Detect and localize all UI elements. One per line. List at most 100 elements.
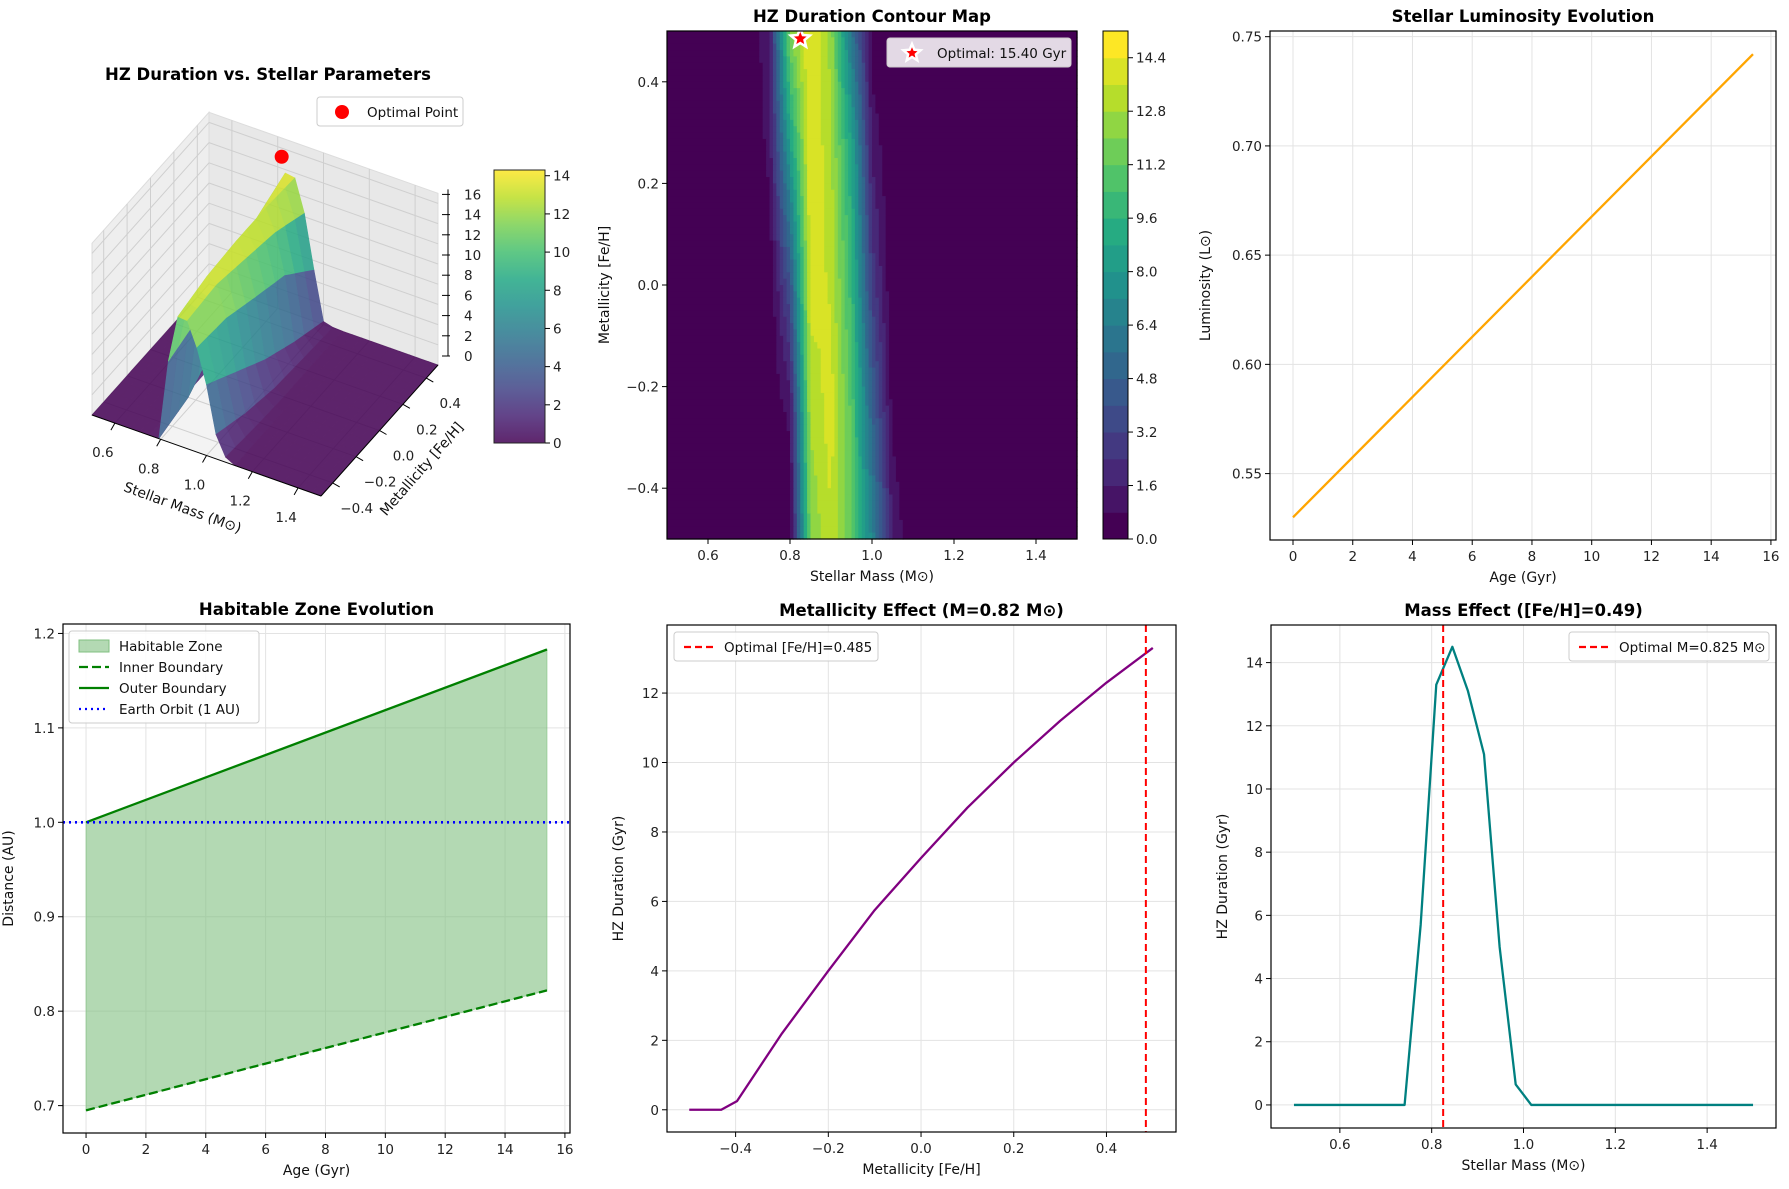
contour-band-cell xyxy=(865,380,870,388)
contour-band-cell xyxy=(769,100,774,108)
contour-band-cell xyxy=(837,392,846,400)
contour-band-cell xyxy=(790,189,795,197)
contour-band-cell xyxy=(796,94,801,102)
contour-band-cell xyxy=(793,507,798,515)
contour-band-cell xyxy=(875,107,1078,115)
contour-band-cell xyxy=(793,113,798,121)
contour-band-cell xyxy=(800,189,805,197)
contour-band-cell xyxy=(875,443,880,451)
chart-title: HZ Duration vs. Stellar Parameters xyxy=(105,65,431,84)
x-axis-label: Stellar Mass (M⊙) xyxy=(810,569,934,585)
contour-band-cell xyxy=(854,335,859,343)
contour-band-cell xyxy=(848,348,853,356)
contour-band-cell xyxy=(800,443,805,451)
contour-band-cell xyxy=(841,278,846,286)
contour-band-cell xyxy=(766,158,774,165)
contour-band-cell xyxy=(776,100,781,108)
contour-band-cell xyxy=(769,145,774,153)
colorbar-band xyxy=(1103,271,1128,299)
contour-band-cell xyxy=(872,119,880,127)
contour-band-cell xyxy=(882,437,887,445)
contour-band-cell xyxy=(783,50,788,57)
contour-band-cell xyxy=(793,215,798,223)
contour-band-cell xyxy=(783,145,788,153)
contour-band-cell xyxy=(800,221,805,229)
plot-area xyxy=(1270,31,1776,540)
contour-band-cell xyxy=(786,94,791,102)
contour-band-cell xyxy=(779,215,784,223)
contour-band-cell xyxy=(851,456,856,464)
colorbar-band xyxy=(1103,137,1128,166)
contour-band-cell xyxy=(783,354,791,362)
contour-band-cell xyxy=(667,234,771,242)
contour-band-cell xyxy=(865,285,870,292)
contour-band-cell xyxy=(872,81,1078,89)
contour-band-cell xyxy=(803,392,808,400)
contour-band-cell xyxy=(772,107,777,115)
contour-band-cell xyxy=(803,107,808,115)
x-tick-label: 2 xyxy=(142,1142,151,1158)
contour-band-cell xyxy=(810,488,818,496)
contour-band-cell xyxy=(844,189,849,197)
y-tick-label: 0.65 xyxy=(1232,248,1262,264)
contour-band-cell xyxy=(885,285,1078,292)
contour-band-cell xyxy=(796,342,801,350)
contour-band-cell xyxy=(875,507,880,515)
contour-band-cell xyxy=(861,431,866,438)
contour-band-cell xyxy=(844,494,853,502)
contour-band-cell xyxy=(783,246,788,254)
contour-band-cell xyxy=(882,399,887,407)
contour-band-cell xyxy=(878,113,1078,121)
contour-band-cell xyxy=(837,126,842,134)
contour-band-cell xyxy=(766,151,771,159)
contour-band-cell xyxy=(875,481,880,489)
contour-band-cell xyxy=(882,532,887,540)
contour-band-cell xyxy=(790,348,795,356)
contour-band-cell xyxy=(844,81,849,89)
contour-band-cell xyxy=(865,412,870,419)
contour-band-cell xyxy=(786,221,791,229)
contour-band-cell xyxy=(854,240,859,248)
contour-band-cell xyxy=(793,227,798,235)
contour-band-cell xyxy=(868,443,873,451)
contour-band-cell xyxy=(854,285,859,292)
contour-band-cell xyxy=(769,151,774,159)
contour-band-cell xyxy=(800,151,805,159)
contour-band-cell xyxy=(779,265,784,273)
contour-band-cell xyxy=(854,151,859,159)
contour-band-cell xyxy=(790,392,795,400)
contour-band-cell xyxy=(844,437,853,445)
contour-band-cell xyxy=(790,335,795,343)
contour-band-cell xyxy=(772,126,777,134)
contour-band-cell xyxy=(783,291,788,299)
contour-band-cell xyxy=(861,475,866,483)
contour-band-cell xyxy=(837,158,842,165)
x-tick-label: −0.2 xyxy=(812,1141,845,1157)
contour-band-cell xyxy=(824,246,836,254)
contour-band-cell xyxy=(854,253,859,261)
contour-band-cell xyxy=(769,69,774,77)
contour-band-cell xyxy=(854,88,859,96)
panel-3: 0 2 4 6 8 10 12 14 160.70.80.91.01.11.2Habitable… xyxy=(1,600,574,1179)
contour-band-cell xyxy=(858,373,863,381)
contour-band-cell xyxy=(810,329,832,337)
x-tick-label: 12 xyxy=(1643,549,1660,565)
colorbar-tick-label: 12.8 xyxy=(1136,104,1166,120)
contour-band-cell xyxy=(841,208,846,216)
contour-band-cell xyxy=(786,145,791,153)
contour-band-cell xyxy=(831,88,836,96)
contour-band-cell xyxy=(776,88,781,96)
contour-band-cell xyxy=(803,456,808,464)
contour-band-cell xyxy=(667,259,774,267)
contour-band-cell xyxy=(848,215,853,223)
contour-band-cell xyxy=(776,323,781,331)
contour-band-cell xyxy=(865,532,873,540)
contour-band-cell xyxy=(831,183,839,191)
contour-band-cell xyxy=(858,240,863,248)
contour-band-cell xyxy=(807,177,825,184)
contour-band-cell xyxy=(786,367,791,375)
contour-band-cell xyxy=(779,69,784,77)
contour-band-cell xyxy=(762,132,771,140)
contour-band-cell xyxy=(810,316,832,324)
contour-band-cell xyxy=(810,253,825,261)
